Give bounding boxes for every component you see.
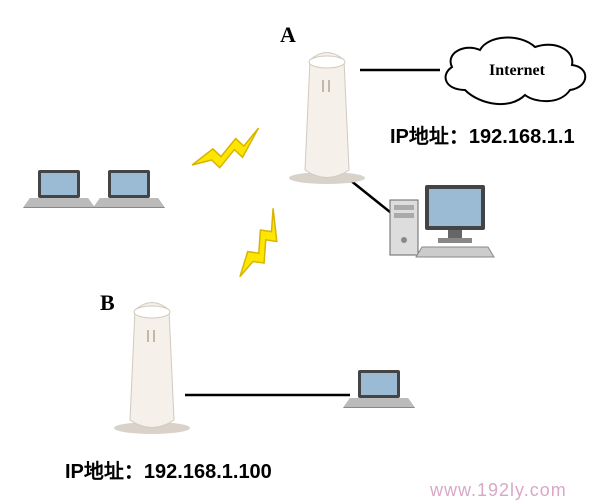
cloud-label: Internet [489,62,546,79]
laptop-2 [93,170,165,208]
laptop-3 [343,370,415,408]
ip-a-value: 192.168.1.1 [469,126,575,148]
ip-b-label: IP地址：192.168.1.100 [65,455,272,484]
watermark: www.192ly.com [430,480,567,501]
ip-a-prefix: IP地址： [390,126,469,148]
wireless-bolt-1 [188,128,267,176]
ip-b-prefix: IP地址： [65,461,144,483]
laptop-1 [23,170,95,208]
internet-cloud: Internet [446,38,586,105]
network-diagram: Internet [0,0,600,504]
router-a [289,53,365,185]
desktop-pc [390,185,494,257]
wireless-bolt-2 [230,208,293,283]
diagram-svg: Internet [0,0,600,504]
router-b [114,303,190,435]
ip-b-value: 192.168.1.100 [144,461,272,483]
router-a-label: A [280,22,296,48]
ip-a-label: IP地址：192.168.1.1 [390,120,575,149]
router-b-label: B [100,290,115,316]
